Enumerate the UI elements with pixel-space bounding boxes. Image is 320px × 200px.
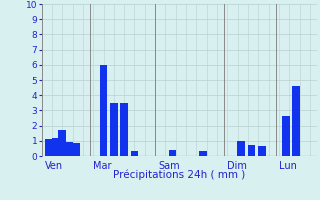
Bar bbox=[292, 86, 300, 156]
Bar bbox=[258, 146, 266, 156]
Bar bbox=[169, 150, 176, 156]
Bar bbox=[199, 151, 207, 156]
Text: Dim: Dim bbox=[227, 161, 247, 171]
Bar bbox=[65, 142, 73, 156]
Bar bbox=[59, 130, 66, 156]
Text: Mar: Mar bbox=[93, 161, 112, 171]
Bar bbox=[282, 116, 290, 156]
Bar bbox=[45, 139, 52, 156]
Bar bbox=[237, 141, 245, 156]
X-axis label: Précipitations 24h ( mm ): Précipitations 24h ( mm ) bbox=[113, 170, 245, 180]
Bar bbox=[110, 103, 118, 156]
Text: Ven: Ven bbox=[45, 161, 63, 171]
Bar bbox=[120, 103, 128, 156]
Bar bbox=[248, 145, 255, 156]
Bar bbox=[100, 65, 107, 156]
Text: Sam: Sam bbox=[159, 161, 180, 171]
Bar bbox=[52, 138, 59, 156]
Text: Lun: Lun bbox=[279, 161, 297, 171]
Bar bbox=[131, 151, 138, 156]
Bar bbox=[72, 143, 80, 156]
